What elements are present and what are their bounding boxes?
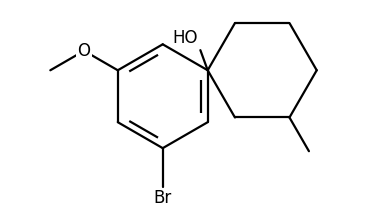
Text: O: O — [77, 42, 91, 60]
Text: HO: HO — [172, 29, 198, 47]
Text: Br: Br — [154, 189, 172, 207]
